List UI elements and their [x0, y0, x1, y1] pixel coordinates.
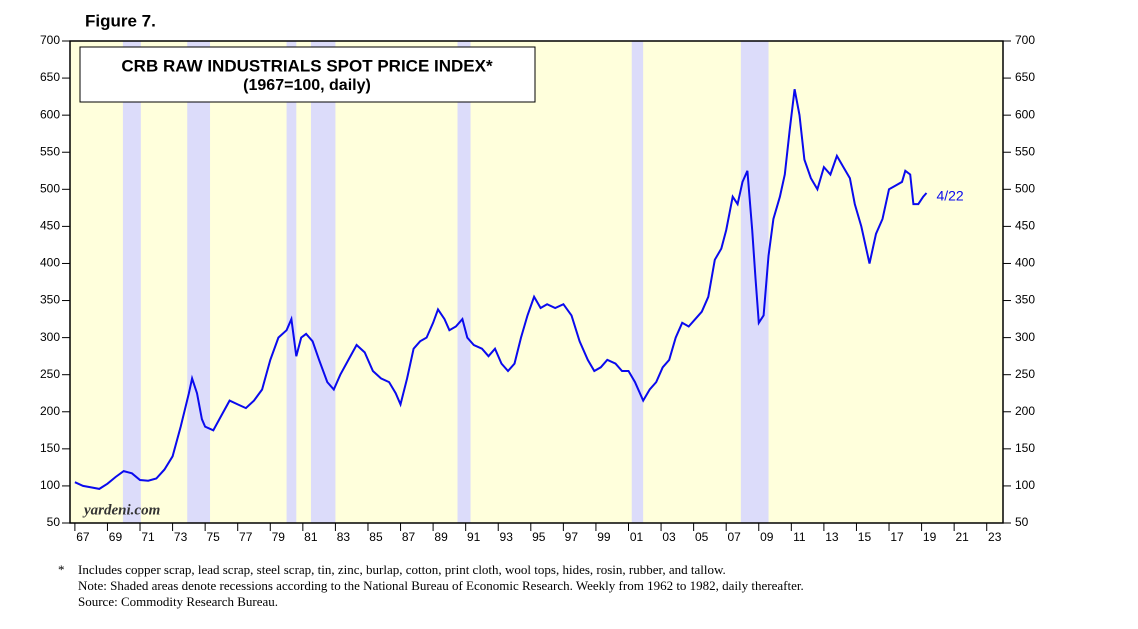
x-tick-label: 75	[206, 530, 220, 544]
x-tick-label: 77	[239, 530, 253, 544]
y-tick-label: 200	[40, 404, 60, 418]
y2-tick-label: 300	[1015, 330, 1035, 344]
recession-band	[631, 41, 644, 523]
footnote: Note: Shaded areas denote recessions acc…	[78, 578, 804, 593]
y-tick-label: 300	[40, 330, 60, 344]
y2-tick-label: 50	[1015, 515, 1029, 529]
y2-tick-label: 650	[1015, 70, 1035, 84]
x-tick-label: 87	[402, 530, 416, 544]
x-tick-label: 99	[597, 530, 611, 544]
chart-title: CRB RAW INDUSTRIALS SPOT PRICE INDEX*	[121, 56, 493, 75]
x-tick-label: 13	[825, 530, 839, 544]
x-tick-label: 19	[923, 530, 937, 544]
figure-label: Figure 7.	[85, 11, 156, 30]
recession-band	[740, 41, 769, 523]
footnote: Includes copper scrap, lead scrap, steel…	[78, 562, 726, 577]
y2-tick-label: 150	[1015, 441, 1035, 455]
end-label: 4/22	[936, 188, 963, 204]
y-tick-label: 150	[40, 441, 60, 455]
recession-band	[122, 41, 141, 523]
y-tick-label: 550	[40, 144, 60, 158]
line-series	[74, 89, 928, 490]
y-tick-label: 50	[47, 515, 61, 529]
y2-tick-label: 550	[1015, 144, 1035, 158]
x-tick-label: 15	[858, 530, 872, 544]
plot-frame	[69, 40, 1004, 524]
y-tick-label: 700	[40, 33, 60, 47]
y-tick-label: 400	[40, 256, 60, 270]
footnote-marker: *	[58, 562, 65, 577]
y2-tick-label: 700	[1015, 33, 1035, 47]
y2-tick-label: 200	[1015, 404, 1035, 418]
y-tick-label: 600	[40, 107, 60, 121]
y2-tick-label: 250	[1015, 367, 1035, 381]
x-tick-label: 69	[109, 530, 123, 544]
y2-tick-label: 450	[1015, 219, 1035, 233]
x-tick-label: 93	[500, 530, 514, 544]
data-layer	[74, 89, 928, 490]
y2-tick-label: 600	[1015, 107, 1035, 121]
x-tick-label: 83	[337, 530, 351, 544]
y2-tick-label: 400	[1015, 256, 1035, 270]
y2-tick-label: 100	[1015, 478, 1035, 492]
x-tick-label: 79	[272, 530, 286, 544]
x-tick-label: 01	[630, 530, 644, 544]
x-tick-label: 81	[304, 530, 318, 544]
x-tick-label: 11	[793, 530, 806, 544]
x-tick-label: 73	[174, 530, 188, 544]
title-box	[79, 46, 536, 103]
x-tick-label: 23	[988, 530, 1002, 544]
y-tick-label: 450	[40, 219, 60, 233]
y-tick-label: 500	[40, 181, 60, 195]
recession-layer	[122, 41, 769, 523]
x-tick-label: 89	[434, 530, 448, 544]
y2-tick-label: 500	[1015, 181, 1035, 195]
footnote: Source: Commodity Research Bureau.	[78, 594, 278, 609]
x-tick-label: 09	[760, 530, 774, 544]
x-tick-label: 67	[76, 530, 90, 544]
chart-subtitle: (1967=100, daily)	[243, 77, 371, 94]
x-tick-label: 17	[890, 530, 904, 544]
plot-background	[70, 41, 1003, 523]
x-tick-label: 07	[728, 530, 742, 544]
y-tick-label: 100	[40, 478, 60, 492]
y2-tick-label: 350	[1015, 293, 1035, 307]
watermark: yardeni.com	[82, 502, 160, 518]
x-tick-label: 91	[467, 530, 481, 544]
recession-band	[187, 41, 211, 523]
x-tick-label: 03	[662, 530, 676, 544]
recession-band	[310, 41, 336, 523]
x-tick-label: 21	[955, 530, 969, 544]
x-tick-label: 85	[369, 530, 383, 544]
x-tick-label: 95	[532, 530, 546, 544]
y-tick-label: 650	[40, 70, 60, 84]
recession-band	[286, 41, 297, 523]
x-tick-label: 05	[695, 530, 709, 544]
x-tick-label: 71	[141, 530, 155, 544]
y-tick-label: 350	[40, 293, 60, 307]
x-tick-label: 97	[565, 530, 579, 544]
y-tick-label: 250	[40, 367, 60, 381]
recession-band	[457, 41, 471, 523]
